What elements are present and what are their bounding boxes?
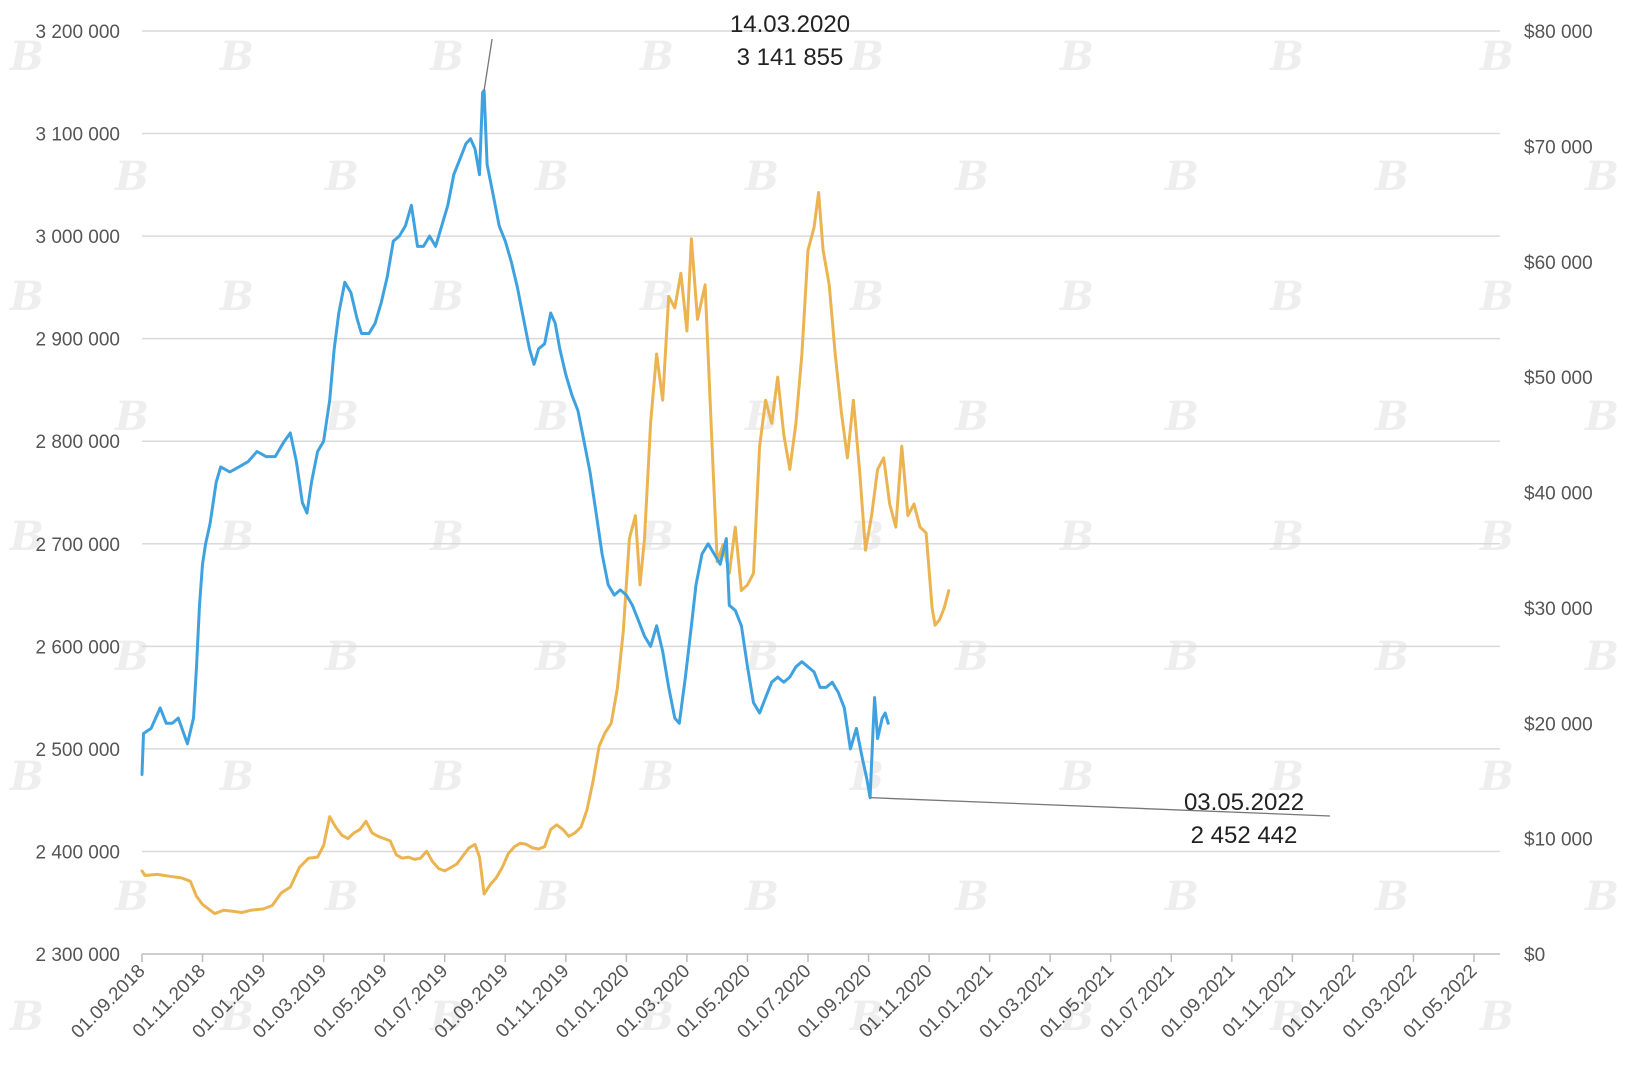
y-left-tick-label: 2 500 000 xyxy=(35,740,120,761)
blue-series-line xyxy=(140,89,890,800)
y-left-tick-label: 3 200 000 xyxy=(35,22,120,43)
watermark-logo: B xyxy=(1479,513,1514,560)
watermark-logo: B xyxy=(1059,513,1094,560)
watermark-logo: B xyxy=(1269,513,1304,560)
watermark-logo: B xyxy=(1059,273,1094,320)
watermark-logo: B xyxy=(1164,873,1199,920)
series-layer xyxy=(140,89,951,916)
watermark-logo: B xyxy=(954,153,989,200)
watermark-logo: B xyxy=(1269,273,1304,320)
watermark-logo: B xyxy=(1269,33,1304,80)
y-left-tick-label: 2 900 000 xyxy=(35,330,120,351)
peak-annotation-value: 3 141 855 xyxy=(737,44,844,71)
y-right-tick-label: $30 000 xyxy=(1524,599,1593,620)
watermark-logo: B xyxy=(1059,993,1094,1040)
peak-annotation-leader xyxy=(483,38,493,91)
watermark-logo: B xyxy=(219,993,254,1040)
watermark-logo: B xyxy=(639,753,674,800)
watermark-logo: B xyxy=(534,153,569,200)
watermark-logo: B xyxy=(744,873,779,920)
gridlines xyxy=(142,30,1500,853)
watermark-logo: B xyxy=(534,633,569,680)
watermark-logo: B xyxy=(9,273,44,320)
watermark-logo: B xyxy=(429,33,464,80)
watermark-logo: B xyxy=(9,993,44,1040)
watermark-logo: B xyxy=(324,633,359,680)
watermark-logo: B xyxy=(1269,993,1304,1040)
watermark-logo: B xyxy=(639,33,674,80)
watermark-logo: B xyxy=(1374,153,1409,200)
watermark-layer: B B B B B B B B B B B B B B B B B B B B B B B B B B B B B B B B B B B B B B B B… xyxy=(9,33,1619,1040)
low-annotation-date: 03.05.2022 xyxy=(1184,789,1304,816)
watermark-logo: B xyxy=(849,993,884,1040)
watermark-logo: B xyxy=(849,33,884,80)
watermark-logo: B xyxy=(849,273,884,320)
watermark-logo: B xyxy=(1584,633,1619,680)
watermark-logo: B xyxy=(534,393,569,440)
y-left-tick-label: 3 100 000 xyxy=(35,125,120,146)
y-left-tick-label: 3 000 000 xyxy=(35,227,120,248)
watermark-logo: B xyxy=(219,513,254,560)
watermark-logo: B xyxy=(1584,393,1619,440)
peak-annotation-date: 14.03.2020 xyxy=(730,11,850,38)
watermark-logo: B xyxy=(429,753,464,800)
watermark-logo: B xyxy=(429,273,464,320)
axes: 2 300 000 2 400 000 2 500 000 2 600 000 2 70… xyxy=(35,22,1592,1043)
watermark-logo: B xyxy=(954,873,989,920)
watermark-logo: B xyxy=(534,873,569,920)
watermark-logo: B xyxy=(1059,33,1094,80)
y-left-tick-label: 2 800 000 xyxy=(35,432,120,453)
y-right-tick-label: $40 000 xyxy=(1524,484,1593,505)
watermark-logo: B xyxy=(1374,393,1409,440)
y-left-tick-label: 2 700 000 xyxy=(35,535,120,556)
watermark-logo: B xyxy=(114,873,149,920)
watermark-logo: B xyxy=(1479,273,1514,320)
watermark-logo: B xyxy=(1479,33,1514,80)
watermark-logo: B xyxy=(114,393,149,440)
watermark-logo: B xyxy=(9,513,44,560)
watermark-logo: B xyxy=(1059,753,1094,800)
watermark-logo: B xyxy=(429,993,464,1040)
watermark-logo: B xyxy=(429,513,464,560)
watermark-logo: B xyxy=(1164,393,1199,440)
y-right-tick-label: $60 000 xyxy=(1524,253,1593,274)
watermark-logo: B xyxy=(1269,753,1304,800)
y-right-tick-label: $0 xyxy=(1524,945,1545,966)
y-left-tick-label: 2 400 000 xyxy=(35,842,120,863)
watermark-logo: B xyxy=(9,753,44,800)
watermark-logo: B xyxy=(1479,993,1514,1040)
y-right-tick-label: $10 000 xyxy=(1524,830,1593,851)
watermark-logo: B xyxy=(1164,633,1199,680)
y-right-tick-label: $20 000 xyxy=(1524,714,1593,735)
watermark-logo: B xyxy=(954,393,989,440)
watermark-logo: B xyxy=(1374,633,1409,680)
watermark-logo: B xyxy=(1584,873,1619,920)
y-right-tick-label: $50 000 xyxy=(1524,368,1593,389)
y-right-tick-label: $70 000 xyxy=(1524,137,1593,158)
y-left-tick-label: 2 600 000 xyxy=(35,637,120,658)
watermark-logo: B xyxy=(1584,153,1619,200)
watermark-logo: B xyxy=(9,33,44,80)
low-annotation-value: 2 452 442 xyxy=(1191,822,1298,849)
annotations: 14.03.2020 3 141 855 03.05.2022 2 452 44… xyxy=(483,11,1331,849)
watermark-logo: B xyxy=(114,633,149,680)
watermark-logo: B xyxy=(219,753,254,800)
watermark-logo: B xyxy=(744,153,779,200)
watermark-logo: B xyxy=(324,153,359,200)
watermark-logo: B xyxy=(1479,753,1514,800)
watermark-logo: B xyxy=(324,873,359,920)
watermark-logo: B xyxy=(114,153,149,200)
y-left-tick-label: 2 300 000 xyxy=(35,945,120,966)
low-annotation-leader xyxy=(870,797,1331,817)
watermark-logo: B xyxy=(219,273,254,320)
yellow-series-line xyxy=(140,191,951,916)
y-right-tick-label: $80 000 xyxy=(1524,22,1593,43)
watermark-logo: B xyxy=(954,633,989,680)
watermark-logo: B xyxy=(219,33,254,80)
watermark-logo: B xyxy=(639,993,674,1040)
watermark-logo: B xyxy=(1374,873,1409,920)
watermark-logo: B xyxy=(1164,153,1199,200)
